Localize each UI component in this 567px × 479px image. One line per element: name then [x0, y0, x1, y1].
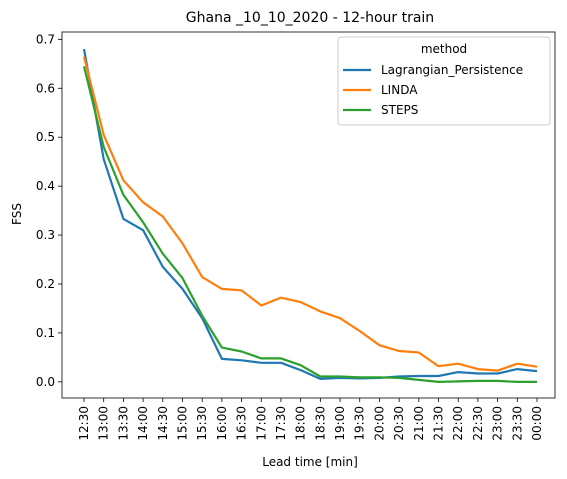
x-tick-label: 17:30 [274, 406, 288, 441]
x-tick-label: 16:30 [235, 406, 249, 441]
x-tick-label: 23:00 [491, 406, 505, 441]
x-tick-label: 20:00 [372, 406, 386, 441]
y-tick-label: 0.2 [36, 277, 55, 291]
x-tick-label: 19:30 [353, 406, 367, 441]
x-tick-label: 17:00 [254, 406, 268, 441]
y-axis-label: FSS [10, 203, 24, 225]
legend-entry: LINDA [381, 83, 418, 97]
x-axis-label: Lead time [min] [262, 455, 358, 469]
legend: method Lagrangian_Persistence LINDA STEPS [337, 36, 551, 126]
x-tick-label: 18:30 [313, 406, 327, 441]
y-tick-label: 0.6 [36, 81, 55, 95]
y-tick-label: 0.5 [36, 130, 55, 144]
series-lines [82, 48, 538, 383]
x-tick-label: 16:00 [215, 406, 229, 441]
x-tick-label: 15:00 [175, 406, 189, 441]
x-tick-label: 15:30 [195, 406, 209, 441]
x-tick-label: 23:30 [510, 406, 524, 441]
y-axis: 0.0 0.1 0.2 0.3 0.4 0.5 0.6 0.7 [36, 32, 62, 389]
x-tick-label: 22:30 [471, 406, 485, 441]
y-tick-label: 0.0 [36, 375, 55, 389]
x-tick-label: 19:00 [333, 406, 347, 441]
series-line-1 [82, 48, 538, 380]
chart-title: Ghana _10_10_2020 - 12-hour train [186, 10, 434, 26]
x-tick-label: 13:00 [97, 406, 111, 441]
y-tick-label: 0.7 [36, 32, 55, 46]
legend-title: method [421, 42, 467, 56]
legend-entry: Lagrangian_Persistence [381, 63, 523, 77]
x-tick-label: 21:00 [412, 406, 426, 441]
x-tick-label: 13:30 [116, 406, 130, 441]
series-line-2 [82, 56, 538, 372]
x-tick-label: 22:00 [451, 406, 465, 441]
x-tick-label: 20:30 [392, 406, 406, 441]
plot-frame [61, 31, 556, 399]
x-tick-label: 14:00 [136, 406, 150, 441]
y-tick-label: 0.4 [36, 179, 55, 193]
y-tick-label: 0.3 [36, 228, 55, 242]
x-tick-label: 00:00 [530, 406, 544, 441]
x-tick-label: 12:30 [77, 406, 91, 441]
x-axis: 12:30 13:00 13:30 14:00 14:30 15:00 15:30 16:00… [77, 398, 544, 441]
series-line-3 [82, 66, 537, 383]
x-tick-label: 14:30 [156, 406, 170, 441]
x-tick-label: 18:00 [294, 406, 308, 441]
legend-entry: STEPS [381, 103, 418, 117]
x-tick-label: 21:30 [432, 406, 446, 441]
legend-box [337, 36, 551, 126]
y-tick-label: 0.1 [36, 326, 55, 340]
